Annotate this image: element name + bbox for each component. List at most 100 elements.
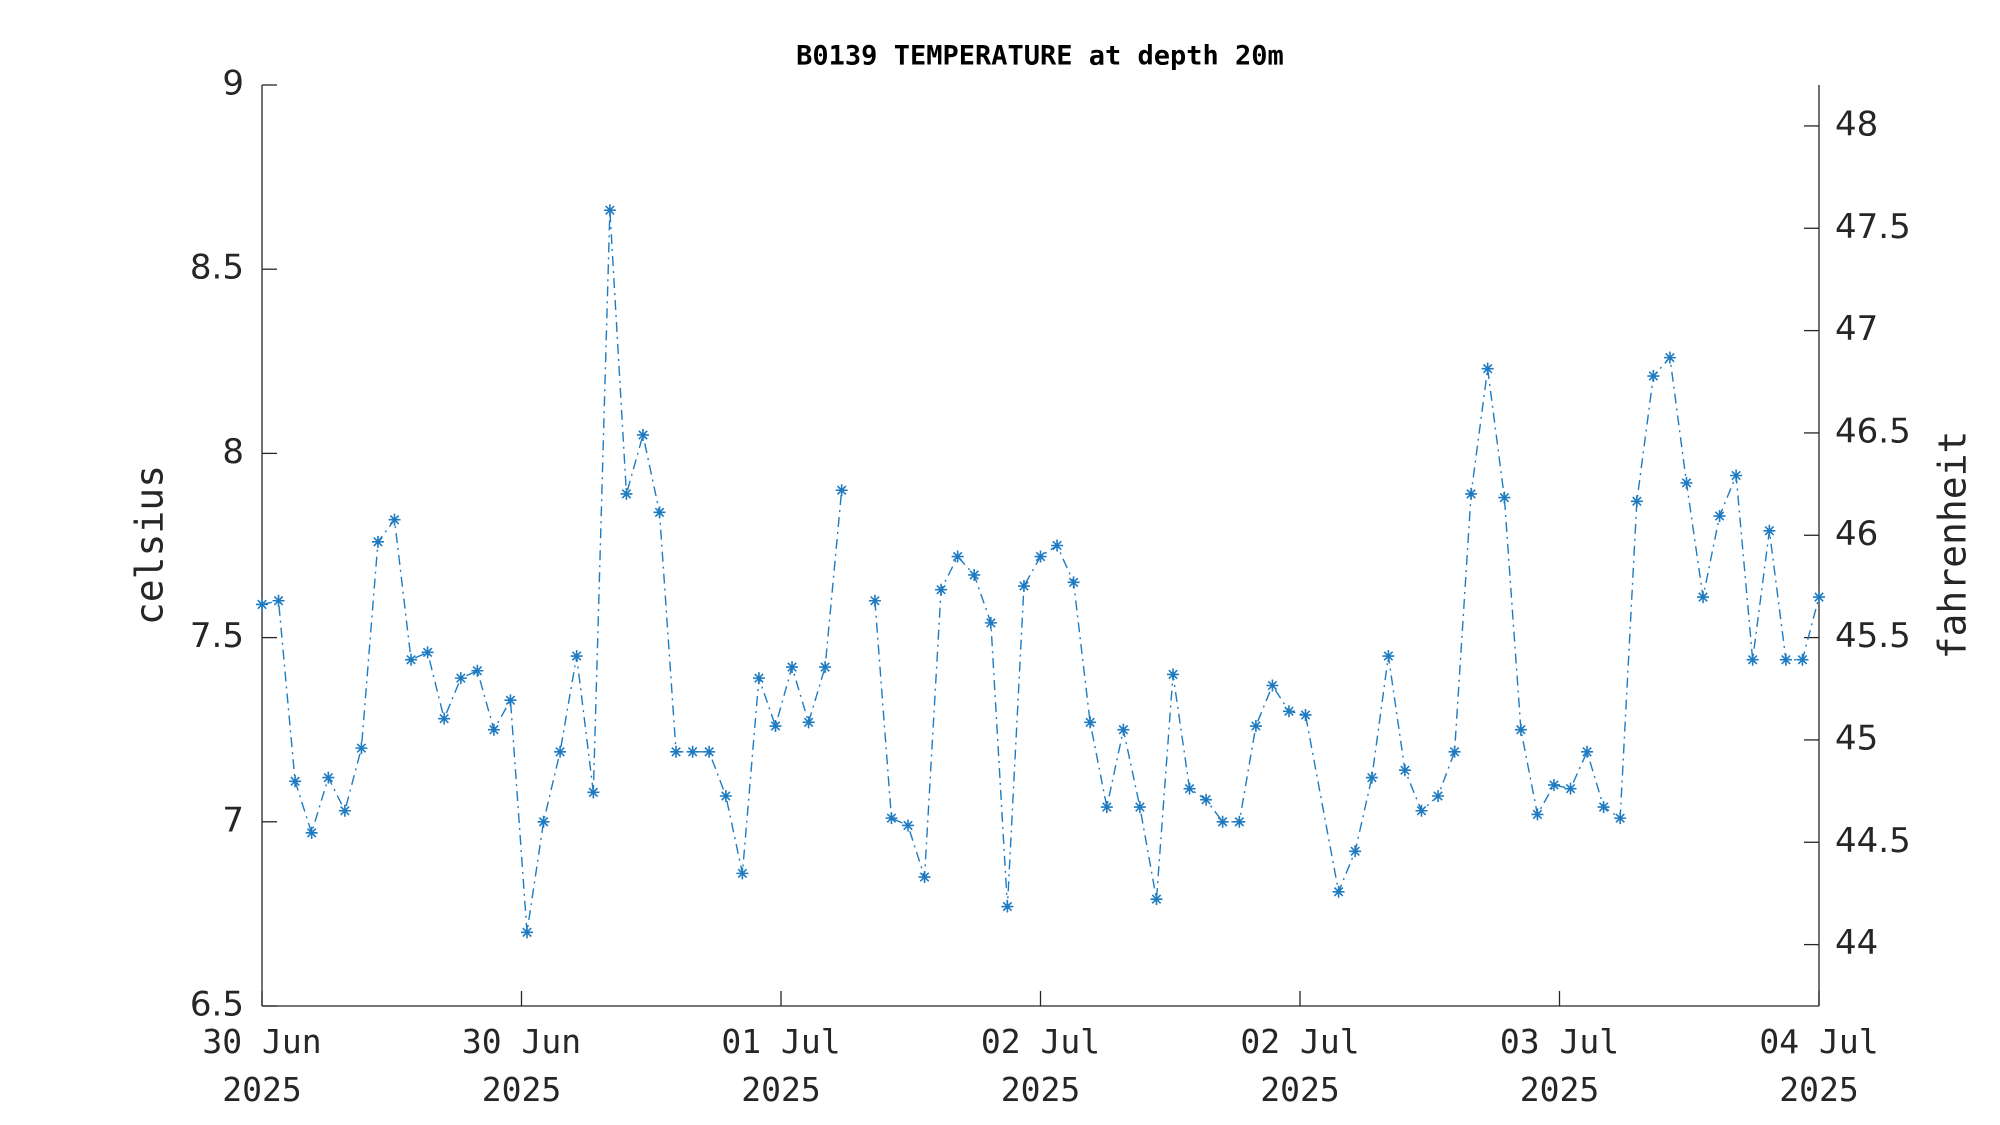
data-marker [786, 661, 799, 674]
x-tick-label: 01 Jul 2025 [721, 1022, 841, 1109]
data-marker [570, 650, 583, 663]
data-marker [885, 812, 898, 825]
data-marker [819, 661, 832, 674]
data-marker [1465, 487, 1478, 500]
data-marker [1514, 723, 1527, 736]
x-tick-label: 02 Jul 2025 [980, 1022, 1101, 1109]
data-marker [405, 653, 418, 666]
data-marker [1017, 580, 1030, 593]
data-marker [1481, 362, 1494, 375]
data-marker [272, 594, 285, 607]
data-marker [719, 790, 732, 803]
data-marker [1813, 591, 1825, 604]
data-marker [1663, 351, 1676, 364]
data-marker [1647, 370, 1660, 383]
x-tick-label: 02 Jul 2025 [1240, 1022, 1360, 1109]
y2-tick-label: 44.5 [1835, 821, 1911, 861]
data-marker [1382, 650, 1395, 663]
data-marker [1001, 900, 1014, 913]
data-marker [1779, 653, 1792, 666]
data-marker [322, 771, 335, 784]
data-marker [1216, 815, 1229, 828]
data-marker [686, 745, 699, 758]
data-marker [537, 815, 550, 828]
y-axis-label: celsius [128, 465, 172, 625]
data-marker [1498, 491, 1511, 504]
data-marker [1746, 653, 1759, 666]
data-marker [454, 672, 467, 685]
data-marker [901, 819, 914, 832]
y2-tick-label: 45 [1835, 718, 1878, 758]
data-marker [256, 598, 268, 611]
chart-title: B0139 TEMPERATURE at depth 20m [796, 41, 1284, 72]
data-marker [1432, 790, 1445, 803]
data-marker [1051, 539, 1064, 552]
data-marker [338, 804, 351, 817]
data-marker [1249, 720, 1262, 733]
data-marker [438, 712, 451, 725]
data-marker [835, 484, 848, 497]
y2-tick-label: 46 [1835, 514, 1878, 554]
x-tick-label: 30 Jun 2025 [461, 1022, 582, 1109]
y-tick-label: 6.5 [190, 985, 244, 1025]
y2-axis-label: fahrenheit [1931, 431, 1975, 660]
data-marker [1332, 885, 1345, 898]
y2-tick-label: 47.5 [1835, 207, 1911, 247]
data-marker [1763, 524, 1776, 537]
data-marker [1713, 510, 1726, 523]
data-marker [984, 616, 997, 629]
y-tick-label: 9 [222, 64, 244, 104]
y-tick-label: 8.5 [190, 248, 244, 288]
data-marker [1183, 782, 1196, 795]
y2-tick-label: 48 [1835, 104, 1878, 144]
data-marker [1167, 668, 1180, 681]
data-marker [1282, 705, 1295, 718]
data-marker [802, 716, 815, 729]
data-marker [1531, 808, 1544, 821]
data-marker [1299, 708, 1312, 721]
data-marker [1448, 745, 1461, 758]
data-marker [487, 723, 500, 736]
data-marker [670, 745, 683, 758]
x-tick-label: 03 Jul 2025 [1499, 1022, 1620, 1109]
data-marker [1067, 576, 1080, 589]
data-marker [603, 204, 616, 217]
y2-tick-label: 47 [1835, 309, 1878, 349]
data-marker [653, 506, 666, 519]
data-marker [1133, 801, 1146, 814]
data-marker [1581, 745, 1594, 758]
y-tick-label: 8 [222, 432, 244, 472]
data-marker [1614, 812, 1627, 825]
data-marker [1200, 793, 1213, 806]
data-marker [1564, 782, 1577, 795]
x-tick-label: 04 Jul 2025 [1759, 1022, 1879, 1109]
data-marker [471, 664, 484, 677]
data-marker [388, 513, 401, 526]
data-marker [951, 550, 964, 563]
y2-tick-label: 46.5 [1835, 411, 1911, 451]
data-marker [620, 487, 633, 500]
data-marker [1597, 801, 1610, 814]
data-marker [1730, 469, 1743, 482]
data-marker [636, 428, 649, 441]
y2-tick-label: 45.5 [1835, 616, 1911, 656]
data-marker [521, 926, 534, 939]
data-marker [918, 871, 931, 884]
data-marker [868, 594, 881, 607]
y-tick-label: 7.5 [190, 616, 244, 656]
data-marker [1349, 845, 1362, 858]
data-marker [1233, 815, 1246, 828]
data-marker [1365, 771, 1378, 784]
data-marker [554, 745, 567, 758]
data-marker [1398, 764, 1411, 777]
data-marker [371, 535, 384, 548]
data-marker [305, 826, 318, 839]
data-marker [587, 786, 600, 799]
data-marker [1150, 893, 1163, 906]
data-marker [1697, 591, 1710, 604]
data-marker [355, 742, 368, 755]
data-marker [1266, 679, 1279, 692]
data-marker [752, 672, 765, 685]
